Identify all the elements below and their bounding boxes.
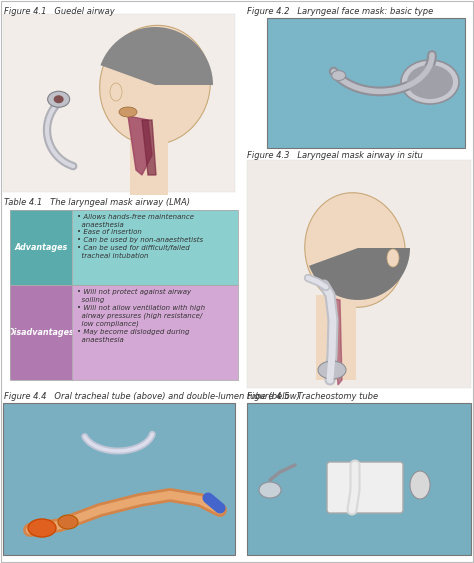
Polygon shape	[142, 120, 156, 175]
Ellipse shape	[318, 361, 346, 379]
Text: • Will not protect against airway
  soiling
• Will not allow ventilation with hi: • Will not protect against airway soilin…	[77, 289, 205, 343]
Text: Figure 4.1   Guedel airway: Figure 4.1 Guedel airway	[4, 7, 115, 16]
Ellipse shape	[410, 471, 430, 499]
Text: Disadvantages: Disadvantages	[8, 328, 74, 337]
Wedge shape	[309, 248, 410, 300]
Ellipse shape	[401, 60, 459, 104]
Polygon shape	[330, 298, 342, 385]
FancyBboxPatch shape	[327, 462, 403, 513]
Ellipse shape	[332, 70, 346, 81]
Bar	[130, 140, 168, 195]
Bar	[10, 285, 72, 380]
Ellipse shape	[54, 95, 64, 103]
Ellipse shape	[119, 107, 137, 117]
Ellipse shape	[100, 25, 210, 145]
Ellipse shape	[58, 515, 78, 529]
Text: Figure 4.3   Laryngeal mask airway in situ: Figure 4.3 Laryngeal mask airway in situ	[247, 151, 423, 160]
Bar	[3, 403, 235, 555]
Bar	[247, 403, 471, 555]
Text: Advantages: Advantages	[14, 243, 68, 252]
Wedge shape	[100, 27, 213, 85]
Ellipse shape	[48, 91, 70, 108]
Ellipse shape	[387, 249, 399, 267]
Ellipse shape	[407, 65, 453, 99]
Text: • Allows hands-free maintenance
  anaesthesia
• Ease of insertion
• Can be used : • Allows hands-free maintenance anaesthe…	[77, 214, 203, 259]
Ellipse shape	[28, 519, 56, 537]
Bar	[10, 210, 238, 285]
Ellipse shape	[110, 83, 122, 101]
Bar	[10, 210, 238, 285]
Bar	[3, 14, 235, 192]
Text: Figure 4.5   Tracheostomy tube: Figure 4.5 Tracheostomy tube	[247, 392, 378, 401]
Text: Table 4.1   The laryngeal mask airway (LMA): Table 4.1 The laryngeal mask airway (LMA…	[4, 198, 190, 207]
Text: Figure 4.4   Oral tracheal tube (above) and double-lumen tube (below): Figure 4.4 Oral tracheal tube (above) an…	[4, 392, 300, 401]
Bar	[267, 18, 465, 148]
Ellipse shape	[305, 193, 405, 307]
Ellipse shape	[259, 482, 281, 498]
Bar	[10, 210, 72, 285]
Bar	[10, 285, 238, 380]
Bar	[10, 285, 238, 380]
Bar	[316, 295, 356, 380]
Text: Figure 4.2   Laryngeal face mask: basic type: Figure 4.2 Laryngeal face mask: basic ty…	[247, 7, 433, 16]
Bar	[247, 160, 471, 388]
Polygon shape	[128, 116, 152, 175]
